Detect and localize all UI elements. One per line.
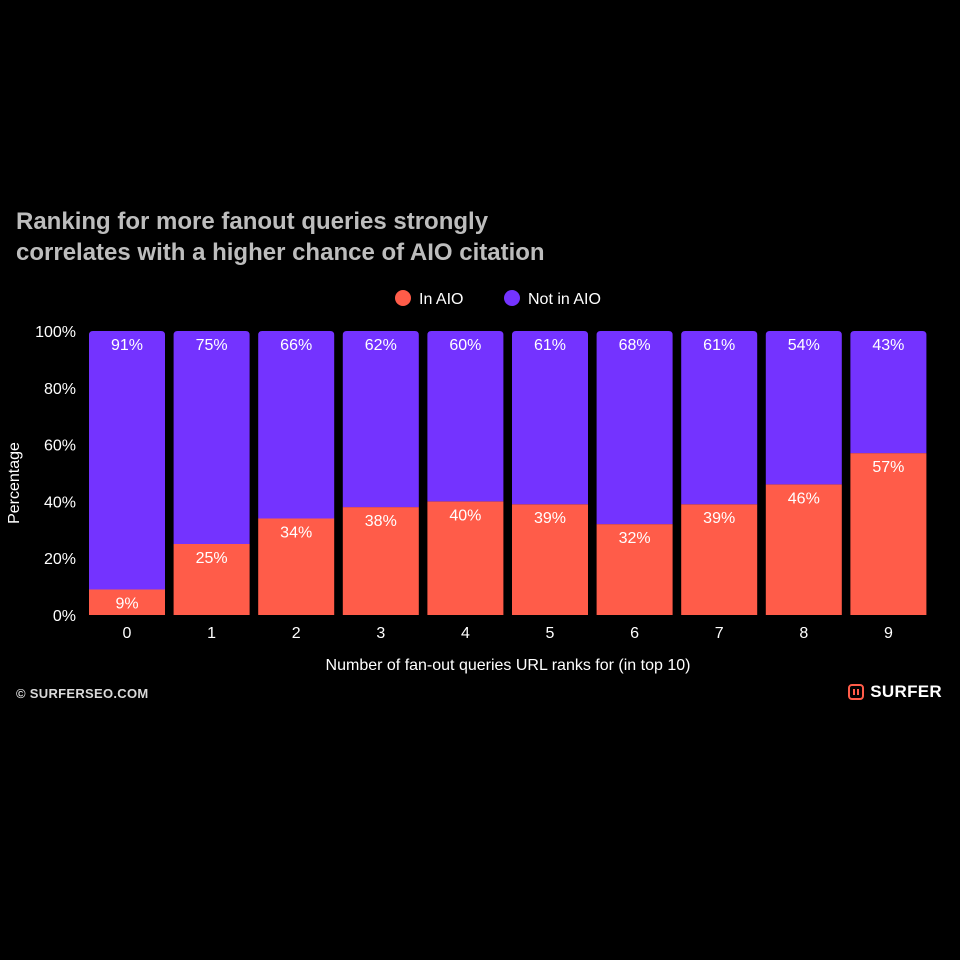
bar-segment-in-aio: [258, 518, 335, 615]
data-label-in-aio: 40%: [449, 507, 481, 524]
data-label-in-aio: 39%: [534, 510, 566, 527]
chart-title: Ranking for more fanout queries strongly…: [16, 206, 656, 268]
legend-not-in-aio-label: Not in AIO: [528, 291, 601, 308]
data-label-not-in-aio: 43%: [872, 337, 904, 354]
data-label-in-aio: 57%: [872, 459, 904, 476]
legend-in-aio-label: In AIO: [419, 291, 463, 308]
x-tick-label: 4: [461, 625, 470, 642]
x-axis-label: Number of fan-out queries URL ranks for …: [326, 657, 691, 674]
legend-in-aio-swatch: [395, 290, 411, 306]
bar-segment-not-in-aio: [596, 331, 673, 525]
data-label-not-in-aio: 91%: [111, 337, 143, 354]
surfer-logo: SURFER: [848, 682, 942, 702]
data-label-not-in-aio: 54%: [788, 337, 820, 354]
x-tick-label: 8: [799, 625, 808, 642]
data-label-in-aio: 39%: [703, 510, 735, 527]
chart-title-line-1: Ranking for more fanout queries strongly: [16, 208, 489, 235]
bar-segment-in-aio: [342, 507, 419, 615]
bar-segment-in-aio: [850, 453, 927, 615]
x-tick-label: 9: [884, 625, 893, 642]
data-label-not-in-aio: 60%: [449, 337, 481, 354]
data-label-not-in-aio: 68%: [619, 337, 651, 354]
legend-not-in-aio-swatch: [504, 290, 520, 306]
x-tick-label: 2: [292, 625, 301, 642]
data-label-in-aio: 9%: [115, 595, 138, 612]
data-label-not-in-aio: 61%: [703, 337, 735, 354]
data-label-not-in-aio: 66%: [280, 337, 312, 354]
bar-segment-not-in-aio: [173, 331, 250, 544]
y-tick-label: 40%: [44, 494, 76, 511]
bar-segment-in-aio: [765, 484, 842, 615]
bar-segment-not-in-aio: [342, 331, 419, 508]
data-label-in-aio: 46%: [788, 490, 820, 507]
x-tick-label: 7: [715, 625, 724, 642]
bar-segment-in-aio: [89, 589, 165, 615]
x-tick-label: 3: [376, 625, 385, 642]
y-tick-label: 80%: [44, 381, 76, 398]
brand-name: SURFER: [870, 682, 942, 701]
bar-segment-not-in-aio: [681, 331, 758, 505]
bar-segment-not-in-aio: [850, 331, 927, 454]
bar-segment-in-aio: [427, 501, 504, 615]
surfer-logo-icon: [848, 684, 865, 700]
x-tick-label: 5: [546, 625, 555, 642]
copyright-text: © SURFERSEO.COM: [16, 686, 149, 701]
bar-segment-not-in-aio: [512, 331, 588, 505]
data-label-in-aio: 34%: [280, 524, 312, 541]
data-label-not-in-aio: 62%: [365, 337, 397, 354]
bar-segment-not-in-aio: [427, 331, 504, 502]
data-label-in-aio: 38%: [365, 513, 397, 530]
y-tick-label: 0%: [53, 608, 76, 625]
x-tick-label: 1: [207, 625, 216, 642]
y-tick-label: 20%: [44, 551, 76, 568]
bar-segment-in-aio: [596, 524, 673, 615]
data-label-in-aio: 32%: [619, 530, 651, 547]
y-tick-label: 100%: [35, 324, 76, 341]
bar-segment-not-in-aio: [765, 331, 842, 485]
bar-segment-in-aio: [681, 504, 758, 615]
bar-segment-in-aio: [173, 544, 250, 615]
chart-title-line-2: correlates with a higher chance of AIO c…: [16, 239, 545, 266]
x-tick-label: 6: [630, 625, 639, 642]
x-tick-label: 0: [123, 625, 132, 642]
data-label-not-in-aio: 61%: [534, 337, 566, 354]
data-label-in-aio: 25%: [196, 550, 228, 567]
y-axis-label: Percentage: [6, 442, 23, 524]
bar-segment-in-aio: [512, 504, 588, 615]
bar-segment-not-in-aio: [258, 331, 335, 519]
data-label-not-in-aio: 75%: [196, 337, 228, 354]
bar-segment-not-in-aio: [89, 331, 165, 590]
y-tick-label: 60%: [44, 438, 76, 455]
